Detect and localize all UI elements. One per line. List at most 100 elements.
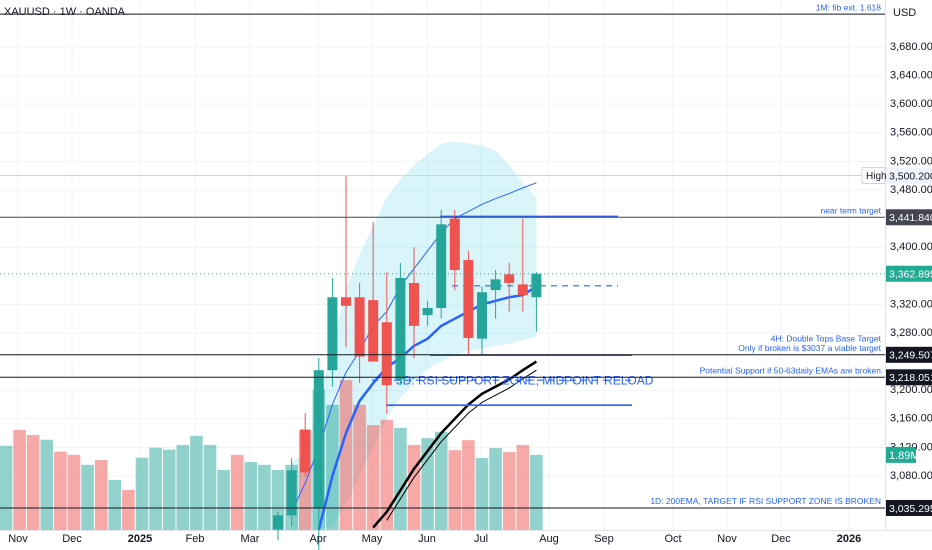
y-tick-label: 3,560.000	[890, 127, 932, 139]
price-tag-label: 3,218.051	[889, 372, 932, 384]
x-tick-label: Oct	[664, 533, 681, 545]
drawing-label: 3D: RSI SUPPORT ZONE, MIDPOINT RELOAD	[396, 373, 654, 387]
x-tick-label: 2025	[128, 533, 152, 545]
volume-bar	[271, 469, 285, 530]
volume-bar	[108, 479, 122, 530]
y-tick-label: 3,600.000	[890, 98, 932, 110]
candle-body	[368, 300, 379, 362]
candle-body	[517, 284, 528, 296]
symbol-title: XAUUSD · 1W · OANDA	[4, 6, 126, 18]
volume-bar	[190, 435, 203, 530]
x-tick-label: 2026	[837, 533, 861, 545]
candle-body	[422, 307, 433, 316]
candle-body	[449, 218, 460, 271]
volume-bar	[244, 462, 258, 530]
volume-bar	[434, 431, 448, 530]
candle-body	[504, 274, 515, 283]
y-tick-label: 3,640.000	[890, 69, 932, 81]
x-tick-label: Dec	[62, 533, 82, 545]
volume-bar	[94, 460, 108, 530]
level-annotation: 1M: fib ext. 1.618	[816, 2, 881, 12]
volume-bar	[421, 438, 434, 530]
candle-body	[531, 273, 542, 298]
x-tick-label: Nov	[8, 533, 28, 545]
candle-body	[490, 279, 501, 291]
x-tick-label: Mar	[241, 533, 260, 545]
candle-body	[436, 224, 447, 308]
volume-bar	[326, 404, 339, 530]
volume-tag-label: 1.89M	[889, 450, 920, 462]
volume-bar	[516, 444, 530, 530]
candle-body	[327, 297, 338, 371]
volume-bar	[407, 444, 421, 530]
level-tag-box	[861, 167, 886, 185]
candle-body	[409, 282, 419, 326]
indicator-line	[372, 360, 538, 529]
level-tag: High	[866, 171, 887, 182]
x-tick-label: Sep	[594, 533, 614, 545]
volume-tag	[886, 446, 916, 463]
level-annotation: Potential Support if 50-63daily EMAs are…	[700, 366, 882, 376]
volume-bar	[135, 457, 149, 530]
candle-body	[463, 260, 474, 339]
volume-bar	[380, 419, 394, 530]
volume-bar	[230, 454, 244, 530]
level-annotation: Only if broken is $3037 a viable target	[738, 343, 881, 353]
price-tag-label: 3,362.895	[889, 269, 932, 281]
volume-bar	[13, 429, 26, 530]
volume-bar	[26, 434, 40, 530]
candle-body	[273, 515, 283, 530]
price-tag	[886, 167, 932, 184]
price-tag	[886, 265, 932, 282]
volume-bar	[502, 452, 516, 530]
candle-body	[286, 470, 297, 516]
x-tick-label: Feb	[186, 533, 205, 545]
candle-body	[313, 370, 324, 509]
x-tick-label: Jun	[418, 533, 436, 545]
y-tick-label: 3,680.000	[890, 41, 932, 53]
x-tick-label: Jul	[474, 533, 488, 545]
price-tag	[886, 369, 932, 386]
candle-body	[341, 297, 351, 306]
volume-bar	[353, 404, 366, 530]
x-tick-label: Aug	[539, 533, 559, 545]
volume-bar	[40, 439, 54, 530]
candle-body	[477, 292, 487, 339]
y-tick-label: 3,320.000	[890, 298, 932, 310]
volume-bar	[203, 444, 217, 530]
level-annotation: 4H: Double Tops Base Target	[771, 334, 882, 344]
level-annotation: near term target	[821, 206, 882, 216]
volume-bar	[0, 445, 13, 530]
candle-body	[300, 429, 311, 473]
x-tick-label: May	[362, 533, 383, 545]
volume-bar	[448, 450, 462, 530]
candle-body	[395, 277, 406, 380]
volume-bar	[475, 458, 489, 530]
y-tick-label: 3,520.000	[890, 155, 932, 167]
volume-bar	[81, 464, 94, 530]
volume-bar	[67, 454, 81, 530]
y-tick-label: 3,080.000	[890, 470, 932, 482]
volume-bar	[217, 469, 230, 530]
y-tick-label: 3,280.000	[890, 327, 932, 339]
volume-bar	[462, 440, 475, 530]
volume-bar	[366, 425, 380, 530]
level-annotation: 1D: 200EMA, TARGET IF RSI SUPPORT ZONE I…	[650, 496, 881, 506]
price-tag-label: 3,500.200	[889, 170, 932, 182]
y-tick-label: 3,160.000	[890, 413, 932, 425]
x-tick-label: Nov	[717, 533, 737, 545]
y-tick-label: 3,480.000	[890, 184, 932, 196]
volume-bar	[489, 448, 502, 530]
x-tick-label: Dec	[771, 533, 791, 545]
volume-bar	[176, 444, 190, 530]
currency-label: USD	[893, 7, 916, 19]
price-tag-label: 3,035.295	[889, 503, 932, 515]
volume-bar	[258, 464, 271, 530]
y-tick-label: 3,200.000	[890, 384, 932, 396]
volume-bar	[394, 427, 407, 530]
candle-body	[354, 297, 365, 357]
volume-bar	[149, 447, 162, 530]
price-tag	[886, 346, 932, 363]
